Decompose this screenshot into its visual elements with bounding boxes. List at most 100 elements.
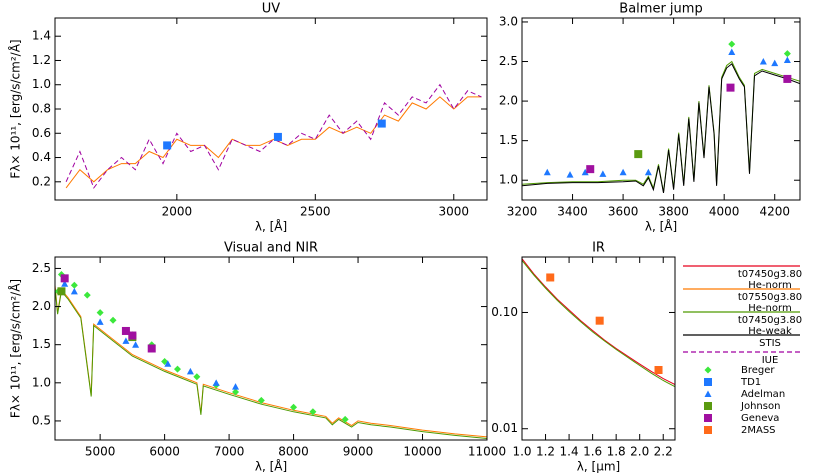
- x-tick-label: 11000: [468, 445, 506, 459]
- plot-area: [522, 60, 800, 193]
- spectrum-line: [65, 96, 482, 189]
- legend-label: STIS: [759, 338, 781, 349]
- y-tick-label: 1.5: [499, 133, 518, 147]
- y-tick-label: 0.4: [32, 150, 51, 164]
- y-tick-label: 0.2: [32, 174, 51, 188]
- plot-area: [65, 83, 482, 189]
- point: [273, 132, 282, 141]
- legend-label-line: He-weak: [748, 326, 792, 337]
- plot-frame: [54, 17, 488, 201]
- x-tick-label: 1.2: [536, 445, 555, 459]
- point: [546, 273, 555, 282]
- x-axis-label: λ, [Å]: [645, 219, 677, 234]
- y-tick-label: 0.10: [491, 305, 518, 319]
- point: [654, 366, 663, 375]
- legend-entry: Breger: [741, 365, 775, 376]
- x-tick-label: 1.8: [607, 445, 626, 459]
- x-tick-label: 4200: [759, 205, 790, 219]
- point: [595, 316, 604, 325]
- legend-entry: Johnson: [740, 401, 780, 412]
- point: [96, 318, 104, 325]
- y-tick-label: 2.5: [32, 261, 51, 275]
- y-tick-label: 1.0: [499, 173, 518, 187]
- point: [147, 344, 156, 353]
- spectrum-line: [522, 63, 800, 193]
- x-tick-label: 2500: [300, 205, 331, 219]
- x-tick-label: 2.0: [630, 445, 649, 459]
- x-tick-label: 1.0: [512, 445, 531, 459]
- point: [257, 396, 265, 404]
- x-tick-label: 8000: [278, 445, 309, 459]
- point: [726, 83, 735, 92]
- x-axis-label: λ, [Å]: [255, 459, 287, 474]
- legend-entry: 2MASS: [741, 425, 776, 436]
- legend-marker: [704, 402, 712, 410]
- point: [132, 341, 140, 348]
- legend-label: Johnson: [740, 401, 780, 412]
- point: [728, 48, 736, 56]
- spectrum-line: [55, 285, 487, 438]
- point: [128, 331, 137, 340]
- plot-area: [55, 285, 487, 439]
- spectrum-line: [522, 60, 800, 193]
- point: [193, 373, 201, 381]
- spectrum-line: [55, 287, 487, 439]
- legend-entry: STIS: [683, 334, 800, 349]
- point: [309, 408, 317, 416]
- x-tick-label: 3200: [507, 205, 538, 219]
- point: [121, 326, 130, 335]
- y-tick-label: 2.5: [499, 54, 518, 68]
- x-tick-label: 4000: [709, 205, 740, 219]
- legend-entry: TD1: [740, 377, 761, 388]
- y-tick-label: 0.01: [491, 421, 518, 435]
- point: [212, 379, 220, 386]
- legend-label: t07450g3.80 He-norm: [738, 269, 802, 291]
- panel-title: UV: [262, 2, 281, 17]
- y-tick-label: 0.6: [32, 126, 51, 140]
- x-tick-label: 9000: [343, 445, 374, 459]
- point: [83, 291, 91, 299]
- spectrum-line: [522, 260, 675, 388]
- spectrum-line: [65, 83, 482, 189]
- legend-entry: t07550g3.80 He-norm: [683, 288, 802, 314]
- y-tick-label: 1.2: [32, 53, 51, 67]
- plot-frame: [521, 17, 801, 201]
- x-tick-label: 3800: [658, 205, 689, 219]
- point: [70, 281, 78, 289]
- legend-label-line: t07450g3.80: [738, 315, 802, 326]
- legend-label: 2MASS: [741, 425, 776, 436]
- plot-frame: [521, 256, 676, 441]
- x-tick-label: 1.6: [583, 445, 602, 459]
- point: [290, 403, 298, 411]
- point: [783, 56, 791, 63]
- legend-label: Adelman: [741, 389, 785, 400]
- legend-label: Geneva: [741, 413, 779, 424]
- point: [109, 316, 117, 324]
- x-axis-label: λ, [μm]: [577, 460, 620, 474]
- legend-entry: Adelman: [741, 389, 785, 400]
- x-axis-label: λ, [Å]: [255, 219, 287, 234]
- legend-marker: [704, 390, 712, 397]
- y-tick-label: 0.8: [32, 102, 51, 116]
- x-tick-label: 10000: [403, 445, 441, 459]
- point: [164, 360, 172, 367]
- legend-entry: Geneva: [741, 413, 779, 424]
- legend-label: t07550g3.80 He-norm: [738, 292, 802, 314]
- y-tick-label: 1.0: [32, 375, 51, 389]
- x-tick-label: 1.4: [560, 445, 579, 459]
- point: [586, 165, 595, 174]
- point: [60, 274, 69, 283]
- point: [70, 287, 78, 295]
- y-axis-label: Fλ× 10¹¹, [erg/s/cm²/Å]: [8, 39, 23, 178]
- point: [377, 119, 386, 128]
- legend-entry: t07450g3.80 He-norm: [683, 265, 802, 291]
- point: [174, 365, 182, 373]
- point: [96, 309, 104, 317]
- x-tick-label: 5000: [85, 445, 116, 459]
- point: [163, 141, 172, 150]
- point: [783, 74, 792, 83]
- point: [599, 170, 607, 177]
- point: [543, 168, 551, 176]
- y-tick-label: 1.4: [32, 29, 51, 43]
